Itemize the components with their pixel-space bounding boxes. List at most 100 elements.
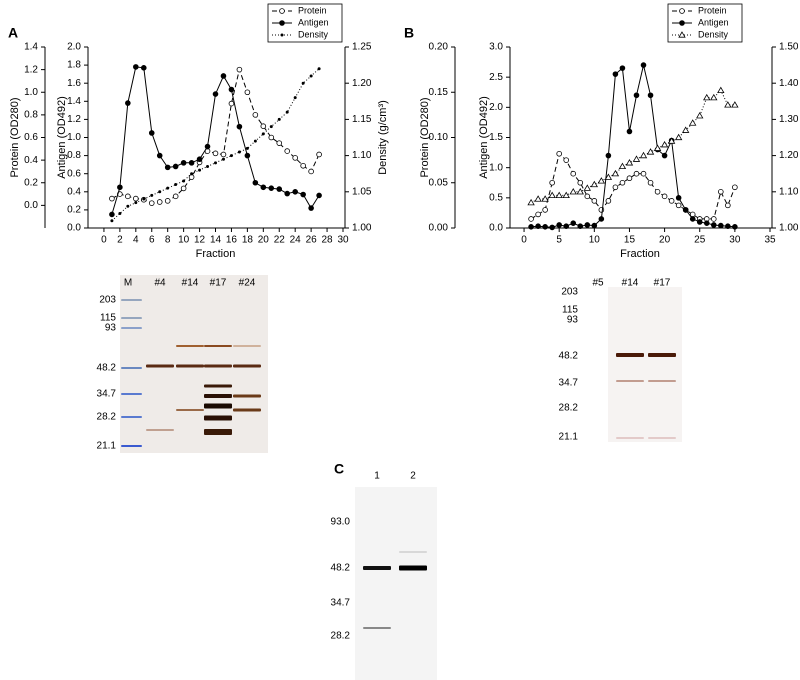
marker <box>732 223 738 230</box>
marker <box>703 220 710 226</box>
y-tick-label: 1.6 <box>67 78 81 89</box>
gel-band <box>204 364 232 368</box>
gel-band <box>176 364 204 368</box>
x-tick-label: 0 <box>521 235 527 246</box>
y2-tick-label: 1.10 <box>779 186 799 197</box>
gel-band <box>204 384 232 388</box>
marker <box>675 202 682 209</box>
marker <box>612 71 619 77</box>
marker <box>718 222 724 229</box>
marker <box>277 117 281 121</box>
marker <box>284 190 291 197</box>
marker <box>584 222 591 228</box>
y2-tick-label: 1.10 <box>352 150 372 161</box>
marker <box>156 199 163 205</box>
marker <box>212 150 219 157</box>
marker <box>675 195 682 201</box>
marker <box>261 132 265 136</box>
marker <box>229 154 233 158</box>
x-tick-label: 14 <box>210 235 222 246</box>
y-tick-label: 0.5 <box>489 192 503 203</box>
marker <box>732 184 738 191</box>
marker <box>710 93 718 101</box>
y3-tick-label: 1.4 <box>24 42 38 53</box>
legend-label: Antigen <box>698 17 729 27</box>
marker <box>244 152 251 159</box>
marker <box>150 193 154 197</box>
marker <box>647 179 654 186</box>
gel-band <box>648 380 676 382</box>
marker <box>206 164 210 168</box>
marker <box>549 224 555 231</box>
x-axis-title: Fraction <box>196 248 236 260</box>
marker <box>660 140 669 148</box>
marker <box>188 174 195 180</box>
mw-label: 115 <box>562 305 578 316</box>
x-tick-label: 30 <box>337 235 349 246</box>
marker <box>717 86 725 94</box>
marker <box>276 186 283 192</box>
series-line <box>111 68 320 222</box>
y-tick-label: 0.0 <box>67 223 81 234</box>
lane-label: #24 <box>239 278 256 289</box>
marker <box>221 157 225 161</box>
marker <box>204 143 211 150</box>
marker <box>309 74 313 78</box>
mw-label: 93 <box>567 315 579 326</box>
marker <box>548 191 556 199</box>
marker <box>190 172 194 176</box>
marker <box>611 169 620 177</box>
y-tick-label: 1.0 <box>489 162 503 173</box>
marker <box>228 100 235 107</box>
gel-band <box>648 437 676 439</box>
y-tick-label: 1.8 <box>67 60 81 71</box>
marker <box>527 198 535 206</box>
gel-band <box>616 380 644 382</box>
marker <box>308 205 314 211</box>
marker <box>528 223 534 230</box>
marker <box>228 86 235 93</box>
marker <box>555 191 563 199</box>
marker <box>570 220 577 226</box>
lane-label: 1 <box>374 471 380 482</box>
marker <box>142 197 146 201</box>
y2-tick-label: 1.05 <box>352 186 372 197</box>
marker <box>632 155 641 162</box>
y3-tick-label: 0.05 <box>429 177 449 188</box>
gel-band <box>121 327 142 329</box>
marker <box>696 111 704 119</box>
lane-label: #5 <box>592 278 604 289</box>
marker <box>213 161 217 165</box>
marker <box>301 81 305 85</box>
marker <box>618 162 627 170</box>
marker <box>724 101 732 108</box>
marker <box>577 179 584 186</box>
marker <box>125 193 131 200</box>
marker <box>647 92 654 99</box>
y3-tick-label: 0.20 <box>429 42 449 53</box>
gel-band <box>204 429 232 435</box>
gel-band <box>233 408 261 412</box>
y2-tick-label: 1.15 <box>352 114 372 125</box>
marker <box>682 207 689 213</box>
marker <box>126 204 130 208</box>
marker <box>528 216 534 222</box>
gel-band <box>204 415 232 421</box>
mw-label: 48.2 <box>97 363 117 374</box>
marker <box>556 222 562 228</box>
marker <box>317 67 321 71</box>
gel-band <box>363 627 391 629</box>
marker <box>182 179 186 183</box>
x-tick-label: 10 <box>589 235 601 246</box>
marker <box>198 168 202 172</box>
lane-label: #4 <box>154 278 166 289</box>
marker <box>285 110 289 114</box>
y-tick-label: 2.5 <box>489 72 503 83</box>
y2-tick-label: 1.20 <box>779 150 799 161</box>
gel-image <box>120 275 268 453</box>
marker <box>268 134 275 141</box>
x-tick-label: 30 <box>729 235 741 246</box>
marker <box>689 216 696 222</box>
marker <box>681 126 690 133</box>
lane-label: #17 <box>210 278 227 289</box>
